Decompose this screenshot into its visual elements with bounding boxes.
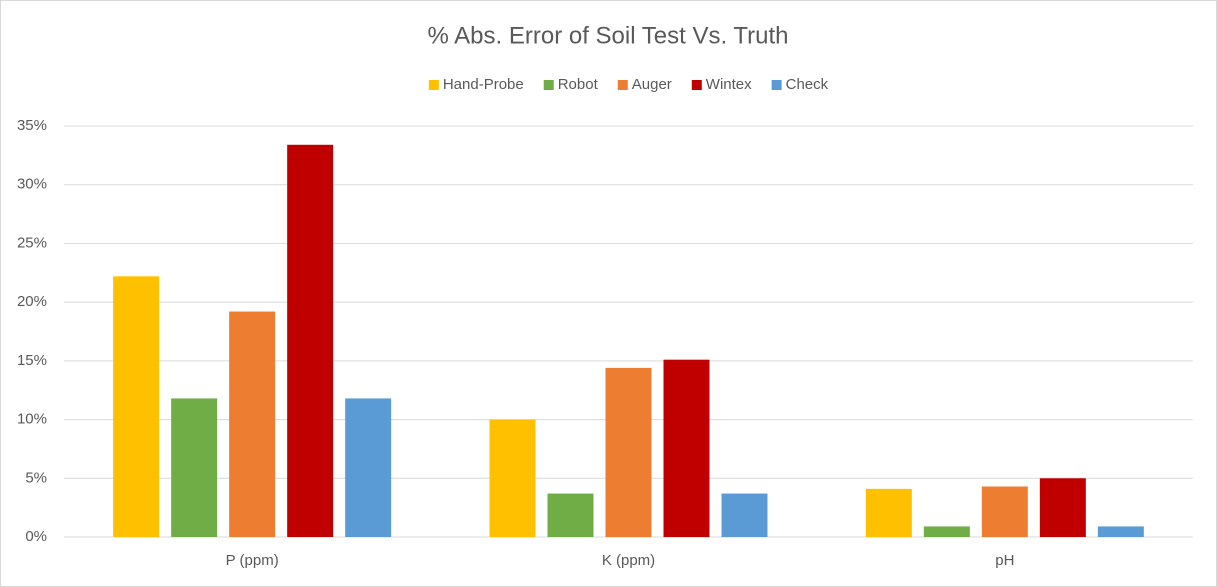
bar (721, 493, 768, 537)
bar (663, 359, 710, 537)
bar (981, 486, 1028, 537)
y-tick-label: 10% (17, 411, 47, 428)
chart-title: % Abs. Error of Soil Test Vs. Truth (427, 22, 788, 49)
y-tick-label: 30% (17, 176, 47, 193)
bar (605, 367, 652, 537)
legend-label: Check (786, 76, 829, 93)
bar (865, 488, 912, 537)
legend-label: Robot (558, 76, 599, 93)
bar (171, 398, 218, 537)
y-tick-label: 35% (17, 117, 47, 134)
legend-swatch (428, 80, 439, 90)
y-tick-label: 25% (17, 234, 47, 251)
bar (287, 144, 334, 537)
bar (1039, 478, 1086, 537)
legend-swatch (543, 80, 554, 90)
legend-label: Hand-Probe (443, 76, 524, 93)
bar (113, 276, 160, 537)
y-tick-label: 20% (17, 293, 47, 310)
bar (489, 419, 536, 537)
bar (923, 526, 970, 537)
x-tick-label: K (ppm) (602, 552, 655, 569)
legend-swatch (617, 80, 628, 90)
legend-label: Auger (632, 76, 672, 93)
x-tick-label: P (ppm) (226, 552, 279, 569)
legend-label: Wintex (706, 76, 752, 93)
bar (547, 493, 594, 537)
bar (345, 398, 392, 537)
bar (1097, 526, 1144, 537)
legend: Hand-Probe Robot Auger Wintex Check (428, 76, 829, 93)
y-tick-label: 0% (25, 528, 47, 545)
legend-swatch (691, 80, 702, 90)
y-tick-label: 15% (17, 352, 47, 369)
y-tick-label: 5% (25, 469, 47, 486)
legend-swatch (771, 80, 782, 90)
bar (229, 311, 276, 537)
x-tick-label: pH (995, 552, 1014, 569)
